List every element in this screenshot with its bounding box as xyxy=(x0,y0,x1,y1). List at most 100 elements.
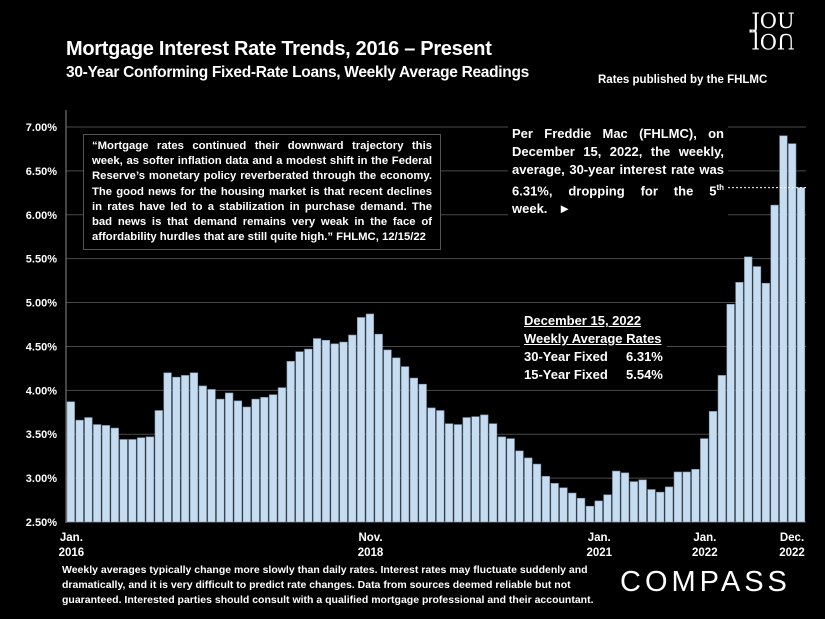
chart-title: Mortgage Interest Rate Trends, 2016 – Pr… xyxy=(66,38,492,60)
rate-bar xyxy=(374,333,383,523)
rate-bar xyxy=(269,394,278,523)
rate-bar xyxy=(137,437,146,523)
rate-bar xyxy=(339,341,348,523)
chart-subtitle: 30-Year Conforming Fixed-Rate Loans, Wee… xyxy=(66,64,529,81)
rate-bar xyxy=(286,361,295,523)
weekly-rates-box: December 15, 2022 Weekly Average Rates 3… xyxy=(520,312,667,384)
rate-bar xyxy=(594,500,603,523)
y-axis-ticks: 2.50% 3.00% 3.50% 4.00% 4.50% 5.00% 5.50% 6.00%… xyxy=(26,122,57,529)
rate-bar xyxy=(172,376,181,523)
rate-bar xyxy=(717,375,726,523)
rate-bar xyxy=(471,416,480,523)
rate-bar xyxy=(568,492,577,523)
rate-bar xyxy=(84,417,93,523)
rate-bar xyxy=(119,439,128,523)
rate-bar xyxy=(444,423,454,523)
compass-logo: COMPASS xyxy=(620,566,791,598)
rate-bar xyxy=(629,481,638,523)
rate-bar xyxy=(383,349,392,523)
rate-bar xyxy=(480,414,489,523)
x-tick-label: Jan. xyxy=(588,532,611,544)
x-axis-ticks: Jan. 2016 Nov. 2018 Jan. 2021 Jan. 2022 Dec. 2022 xyxy=(59,532,805,559)
rate-bar xyxy=(585,505,594,523)
rate-bar xyxy=(330,343,339,523)
bar-chart: 2.50% 3.00% 3.50% 4.00% 4.50% 5.00% 5.50% 6.00%… xyxy=(26,110,806,559)
y-tick-label: 6.00% xyxy=(26,210,57,222)
rate-bar xyxy=(392,357,401,523)
y-tick-label: 4.50% xyxy=(26,341,57,353)
rate-bar xyxy=(260,397,269,523)
rate-bar xyxy=(348,334,357,523)
x-tick-label: 2021 xyxy=(586,547,612,559)
y-tick-label: 4.00% xyxy=(26,385,57,397)
y-tick-label: 3.00% xyxy=(26,473,57,485)
rate-bar xyxy=(550,483,559,523)
y-tick-label: 6.50% xyxy=(26,166,57,178)
rate-bar xyxy=(225,392,234,523)
rate-bar xyxy=(101,425,111,523)
rate-bar xyxy=(796,187,806,523)
rate-bar xyxy=(497,436,506,523)
rate-bar xyxy=(779,135,788,523)
rate-bar xyxy=(154,410,163,523)
rate-bar xyxy=(75,419,84,523)
rate-bar xyxy=(181,375,190,523)
rate-row-15yr: 15-Year Fixed 5.54% xyxy=(524,367,663,382)
rate-bar xyxy=(207,389,216,523)
rate-bar xyxy=(524,457,533,523)
x-tick-label: Nov. xyxy=(358,532,382,544)
rate-bar xyxy=(673,471,682,523)
y-tick-label: 5.00% xyxy=(26,298,57,310)
rate-bar xyxy=(365,313,375,523)
rate-bar xyxy=(189,372,199,523)
rate-bar xyxy=(612,470,621,523)
rate-bar xyxy=(506,438,515,523)
rate-bar xyxy=(735,282,744,523)
rate-bar xyxy=(409,377,419,523)
rate-bar xyxy=(488,423,498,523)
x-tick-label: Jan. xyxy=(60,532,83,544)
rate-bar xyxy=(708,411,718,523)
rate-bar xyxy=(638,479,647,523)
y-tick-label: 2.50% xyxy=(26,517,57,529)
rate-bar xyxy=(541,476,550,523)
rate-bar xyxy=(321,339,331,523)
rate-bar xyxy=(559,487,568,523)
x-tick-label: 2016 xyxy=(59,547,85,559)
rate-bar xyxy=(462,417,471,523)
y-tick-label: 5.50% xyxy=(26,254,57,266)
disclaimer-footnote: Weekly averages typically change more sl… xyxy=(62,564,594,606)
arrow-right-icon: ► xyxy=(558,201,572,217)
x-tick-label: Dec. xyxy=(780,532,804,544)
x-tick-label: 2018 xyxy=(358,547,384,559)
rate-bar xyxy=(682,471,691,523)
rate-bar xyxy=(357,317,366,523)
rate-bar xyxy=(691,469,700,523)
x-tick-label: 2022 xyxy=(779,547,805,559)
rate-bar xyxy=(761,282,770,523)
rate-bar xyxy=(216,398,225,523)
rate-bar xyxy=(726,304,735,523)
rate-bar xyxy=(620,472,630,523)
rate-bar xyxy=(277,387,287,523)
rate-bar xyxy=(603,494,612,523)
rate-bar xyxy=(295,351,304,523)
rate-bar xyxy=(304,348,313,523)
rate-bar xyxy=(453,424,462,523)
rate-bar xyxy=(647,489,656,523)
rate-bar xyxy=(242,406,251,523)
rate-bar xyxy=(427,407,436,523)
rate-bar xyxy=(532,463,542,523)
rate-bar xyxy=(163,372,172,523)
rate-bar xyxy=(770,204,779,523)
rate-bar xyxy=(198,385,207,523)
rate-bar xyxy=(744,256,753,523)
rate-bar xyxy=(110,427,119,523)
rate-bar xyxy=(233,400,243,523)
rate-bar xyxy=(401,366,410,523)
rate-bar xyxy=(251,398,260,523)
y-tick-label: 7.00% xyxy=(26,122,57,134)
rate-bar xyxy=(700,438,709,523)
source-note: Rates published by the FHLMC xyxy=(598,74,768,86)
rates-date: December 15, 2022 xyxy=(524,313,642,328)
